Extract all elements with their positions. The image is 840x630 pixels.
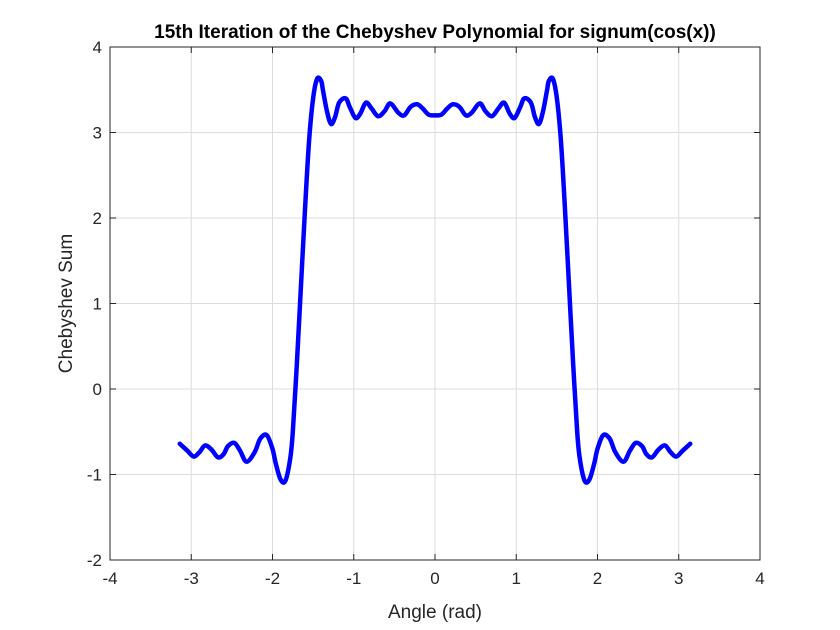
y-tick-label: 4 [93,38,102,57]
y-tick-label: 2 [93,209,102,228]
x-axis-label: Angle (rad) [388,602,482,623]
y-tick-label: 1 [93,295,102,314]
y-tick-label: -2 [87,551,102,570]
tick-labels: -4 -3 -2 -1 0 1 2 3 4 -2 -1 0 1 2 3 4 [87,38,765,588]
x-tick-label: 2 [593,569,602,588]
series-line-0 [177,75,693,485]
grid [109,46,761,561]
x-tick-label: 3 [674,569,683,588]
x-tick-label: -2 [265,569,280,588]
axes-frame [109,46,761,561]
chart-title: 15th Iteration of the Chebyshev Polynomi… [154,22,716,43]
y-axis-label: Chebyshev Sum [56,234,77,373]
x-tick-label: 4 [755,569,764,588]
series-layer [177,75,693,485]
y-tick-label: 0 [93,380,102,399]
x-tick-label: -4 [102,569,117,588]
x-tick-label: 1 [512,569,521,588]
y-tick-label: 3 [93,124,102,143]
x-tick-label: 0 [430,569,439,588]
y-tick-label: -1 [87,466,102,485]
x-tick-label: -1 [346,569,361,588]
x-tick-label: -3 [184,569,199,588]
